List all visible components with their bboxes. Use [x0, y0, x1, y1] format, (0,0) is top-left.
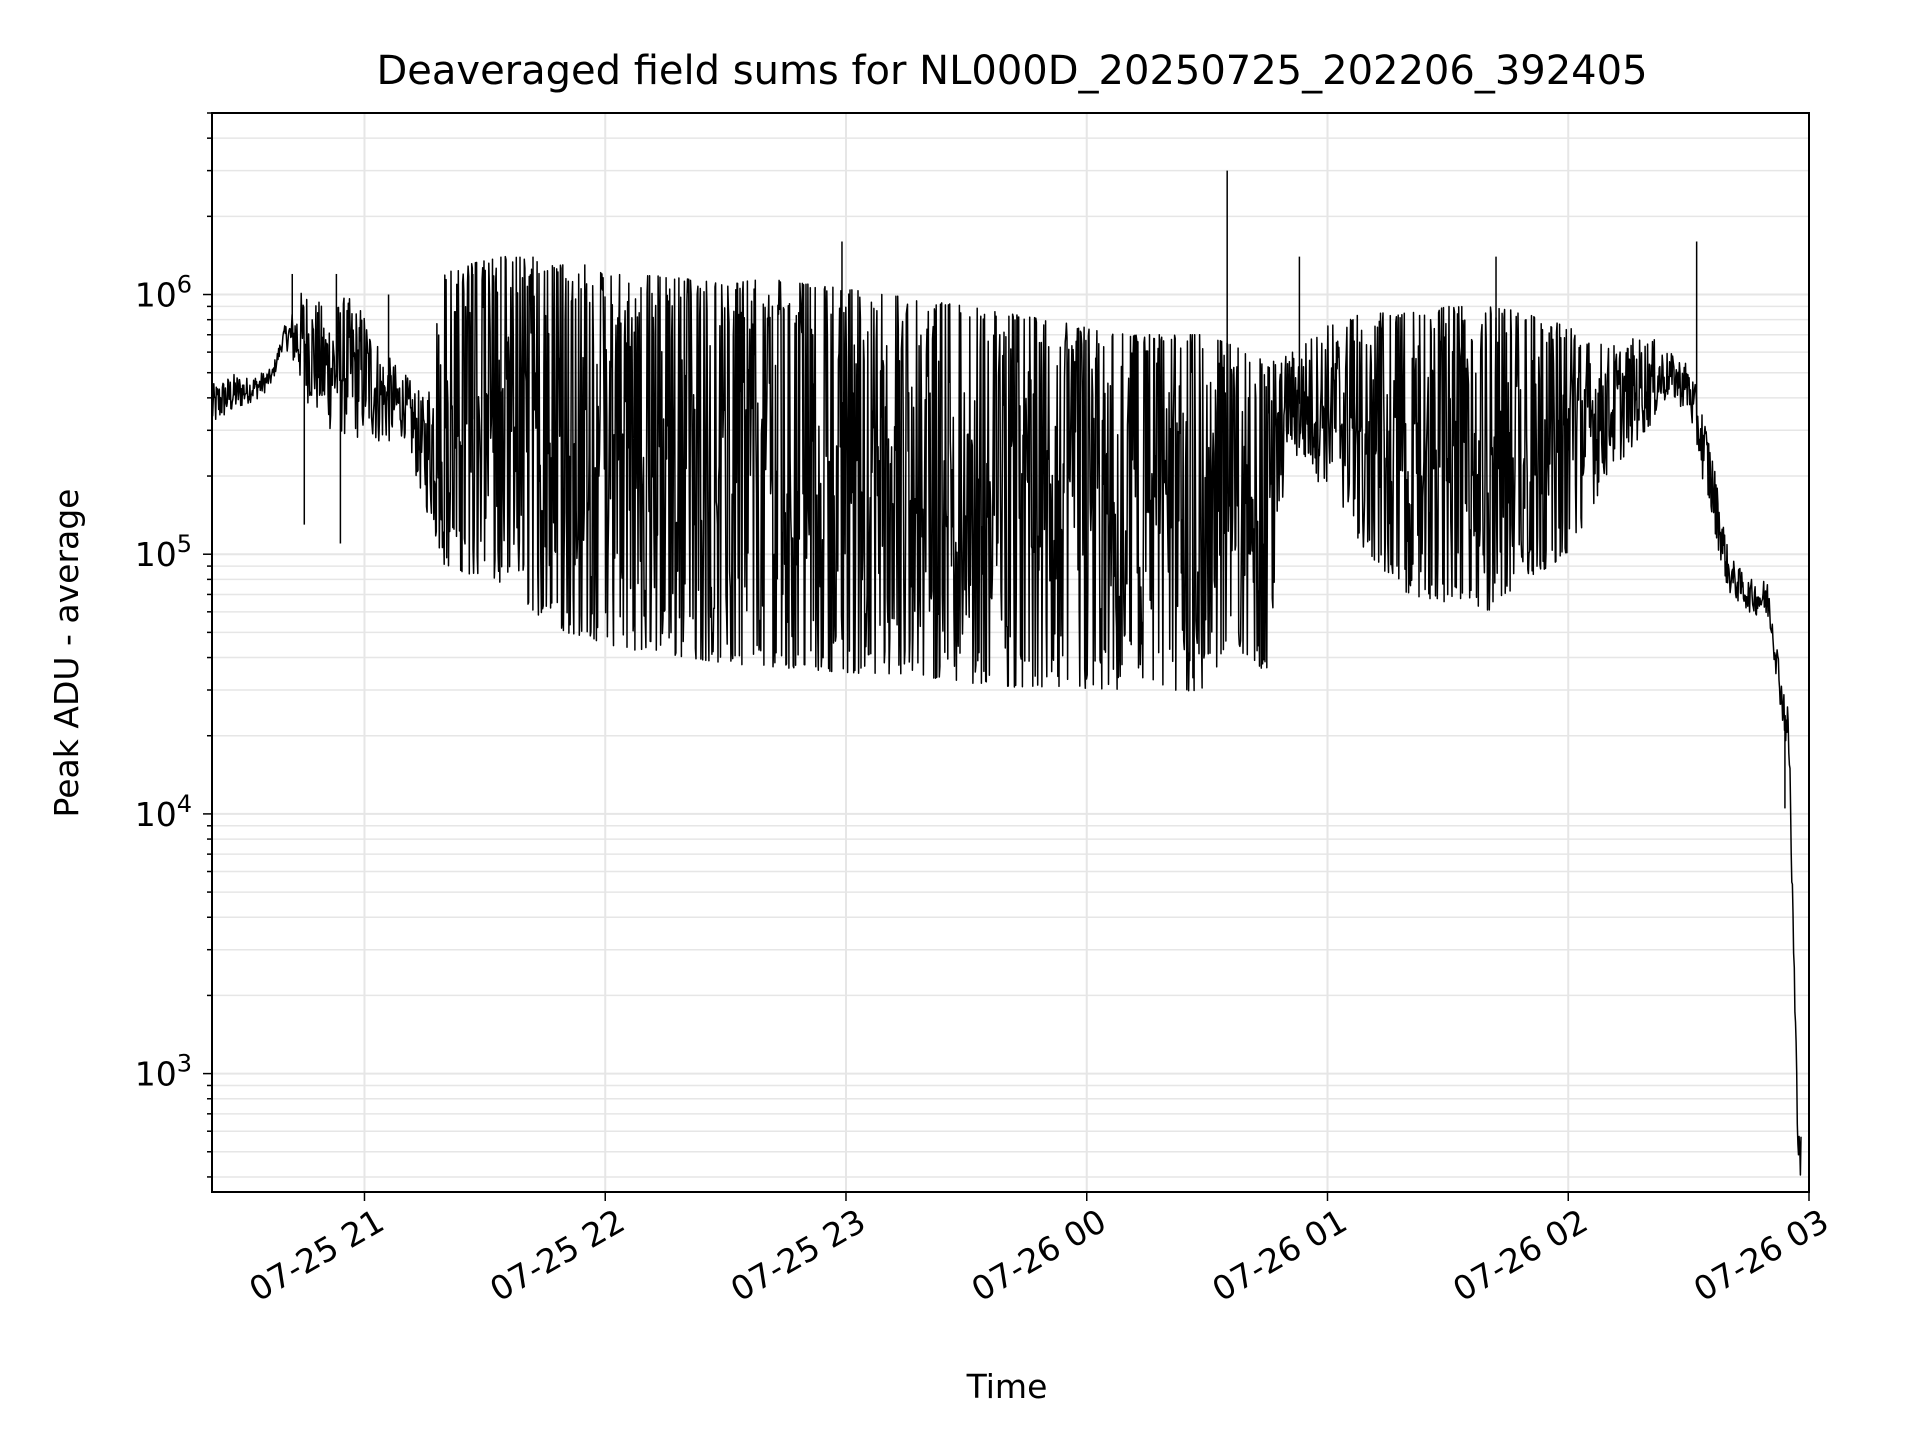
y-tick-exponent: 5: [177, 530, 192, 558]
y-tick-exponent: 6: [177, 271, 192, 299]
y-tick-exponent: 4: [177, 790, 192, 818]
x-axis-label: Time: [966, 1367, 1048, 1406]
chart-title: Deaveraged field sums for NL000D_2025072…: [376, 48, 1647, 94]
y-tick-label: 105: [135, 530, 192, 574]
series-line: [212, 255, 1802, 1176]
y-axis-label: Peak ADU - average: [47, 489, 86, 818]
series-layer: [212, 170, 1802, 1176]
y-tick-base: 10: [135, 276, 177, 315]
y-tick-base: 10: [135, 795, 177, 834]
y-tick-label: 106: [135, 271, 192, 315]
y-tick-label: 104: [135, 790, 192, 834]
y-tick-label: 103: [135, 1050, 192, 1094]
y-tick-base: 10: [135, 1055, 177, 1094]
y-tick-base: 10: [135, 535, 177, 574]
y-tick-exponent: 3: [177, 1050, 192, 1078]
plot-frame: [211, 112, 1810, 1193]
